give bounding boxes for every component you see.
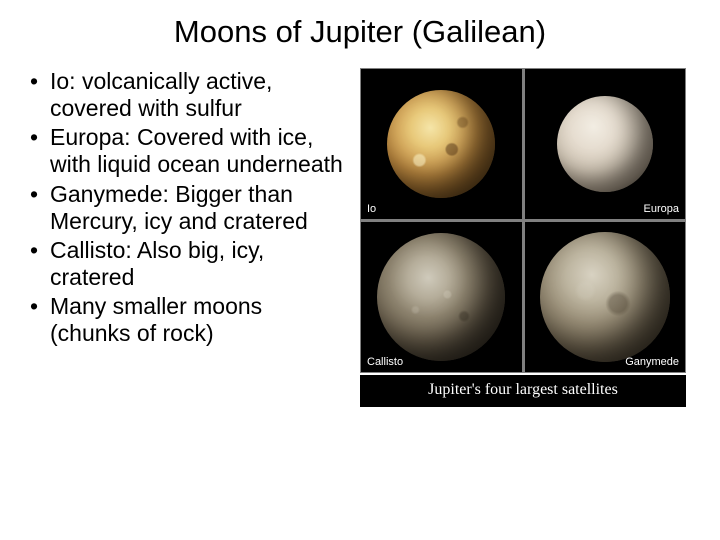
slide-title: Moons of Jupiter (Galilean) bbox=[28, 14, 692, 50]
moon-callisto-icon bbox=[377, 233, 505, 361]
moon-label: Europa bbox=[644, 203, 679, 215]
bullet-item: Europa: Covered with ice, with liquid oc… bbox=[28, 124, 348, 178]
moon-io-icon bbox=[387, 90, 495, 198]
moon-cell-ganymede: Ganymede bbox=[525, 222, 686, 372]
bullet-item: Ganymede: Bigger than Mercury, icy and c… bbox=[28, 181, 348, 235]
bullet-item: Callisto: Also big, icy, cratered bbox=[28, 237, 348, 291]
moons-figure: Io Europa Callisto Ganymede Jupiter's fo… bbox=[360, 68, 686, 407]
figure-caption: Jupiter's four largest satellites bbox=[360, 375, 686, 407]
moon-cell-europa: Europa bbox=[525, 69, 686, 219]
moon-label: Callisto bbox=[367, 356, 403, 368]
moon-label: Ganymede bbox=[625, 356, 679, 368]
bullet-item: Io: volcanically active, covered with su… bbox=[28, 68, 348, 122]
moons-grid: Io Europa Callisto Ganymede bbox=[360, 68, 686, 373]
bullet-item: Many smaller moons (chunks of rock) bbox=[28, 293, 348, 347]
bullet-list: Io: volcanically active, covered with su… bbox=[28, 68, 348, 407]
moon-europa-icon bbox=[557, 96, 653, 192]
moon-cell-callisto: Callisto bbox=[361, 222, 522, 372]
content-row: Io: volcanically active, covered with su… bbox=[28, 68, 692, 407]
slide: Moons of Jupiter (Galilean) Io: volcanic… bbox=[0, 0, 720, 540]
moon-label: Io bbox=[367, 203, 376, 215]
moon-cell-io: Io bbox=[361, 69, 522, 219]
moon-ganymede-icon bbox=[540, 232, 670, 362]
